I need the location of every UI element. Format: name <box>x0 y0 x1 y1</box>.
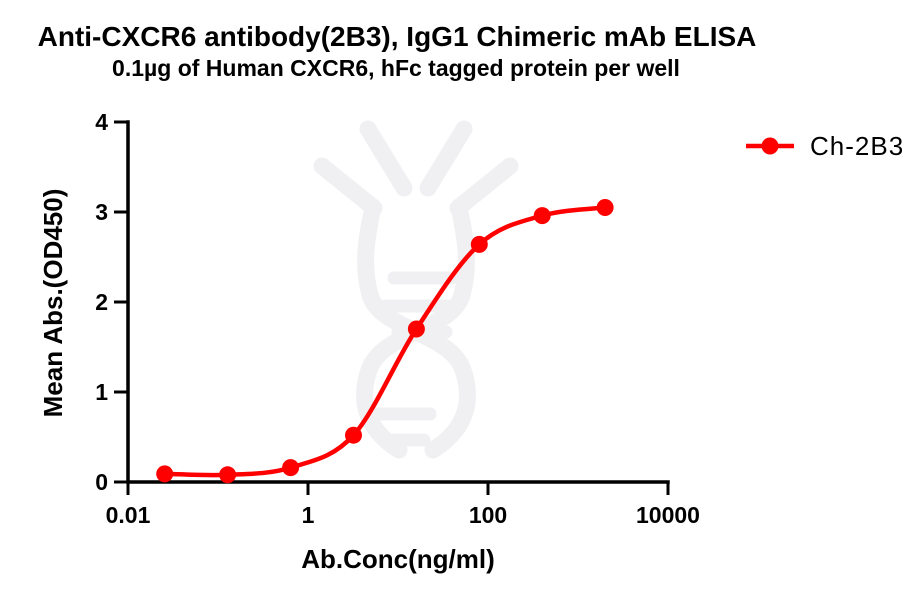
y-tick-label: 1 <box>95 379 108 405</box>
data-point-marker <box>533 207 551 225</box>
x-tick-label: 0.01 <box>106 502 151 528</box>
legend-point-marker <box>761 137 779 155</box>
legend: Ch-2B3 <box>746 131 904 161</box>
y-tick-label: 2 <box>95 289 108 315</box>
y-tick-label: 3 <box>95 199 108 225</box>
chart-title: Anti-CXCR6 antibody(2B3), IgG1 Chimeric … <box>38 21 757 52</box>
data-point-marker <box>596 199 614 216</box>
data-point-marker <box>156 465 174 483</box>
x-axis-label: Ab.Conc(ng/ml) <box>301 544 495 574</box>
data-point-marker <box>470 235 488 253</box>
data-point-marker <box>345 426 362 444</box>
y-axis-ticks: 0 1 2 3 4 <box>95 109 128 495</box>
data-point-marker <box>282 459 300 477</box>
data-series-curve <box>162 205 608 478</box>
legend-label: Ch-2B3 <box>810 131 904 161</box>
x-axis-ticks: 0.01 1 100 10000 <box>106 482 700 528</box>
y-tick-label: 0 <box>95 469 108 495</box>
chart-subtitle: 0.1µg of Human CXCR6, hFc tagged protein… <box>112 55 680 81</box>
x-tick-label: 100 <box>469 502 507 528</box>
dna-antibody-watermark-icon <box>313 120 519 459</box>
y-tick-label: 4 <box>95 109 108 135</box>
data-point-marker <box>219 466 237 484</box>
data-point-marker <box>407 320 425 338</box>
y-axis-label: Mean Abs.(OD450) <box>38 189 68 418</box>
x-tick-label: 1 <box>302 502 315 528</box>
x-tick-label: 10000 <box>636 502 700 528</box>
data-point-markers <box>156 199 614 484</box>
